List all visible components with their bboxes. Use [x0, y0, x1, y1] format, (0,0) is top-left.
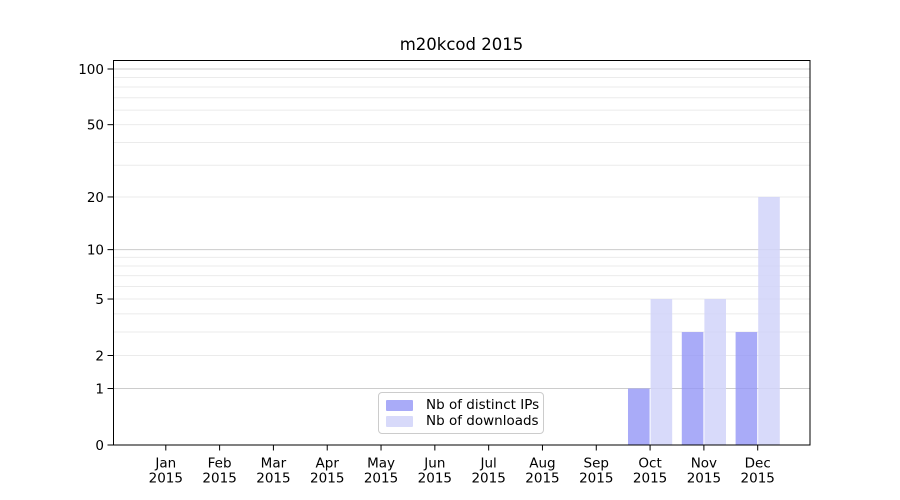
bar-distinct-ips-dec: [735, 332, 758, 445]
x-tick-label-month: Feb: [208, 456, 232, 472]
y-tick-label: 20: [87, 190, 104, 206]
y-tick-label: 5: [95, 292, 104, 308]
legend: Nb of distinct IPs Nb of downloads: [378, 392, 544, 434]
x-tick-label-year: 2015: [741, 471, 775, 487]
x-tick-label-month: Jun: [423, 456, 445, 472]
x-tick-label-month: Jul: [480, 456, 497, 472]
bar-distinct-ips-nov: [681, 332, 704, 445]
x-tick-label-month: Jan: [154, 456, 176, 472]
x-tick-label-month: Aug: [529, 456, 555, 472]
legend-label-distinct-ips: Nb of distinct IPs: [426, 397, 540, 413]
bar-distinct-ips-oct: [627, 388, 650, 445]
bar-downloads-oct: [650, 299, 673, 445]
x-tick-label-year: 2015: [418, 471, 452, 487]
chart-title: m20kcod 2015: [399, 35, 524, 54]
x-tick-label-year: 2015: [202, 471, 236, 487]
bar-downloads-nov: [704, 299, 726, 445]
legend-swatch-distinct-ips: [386, 399, 413, 411]
y-tick-label: 2: [95, 348, 104, 364]
x-tick-label-year: 2015: [364, 471, 398, 487]
bar-downloads-dec: [758, 196, 780, 445]
x-tick-label-month: Nov: [691, 456, 717, 472]
x-tick-label-year: 2015: [579, 471, 613, 487]
y-tick-label: 0: [95, 438, 104, 454]
legend-swatch-downloads: [386, 415, 413, 427]
x-tick-label-year: 2015: [471, 471, 505, 487]
x-tick-label-month: Dec: [745, 456, 771, 472]
x-tick-label-year: 2015: [633, 471, 667, 487]
x-tick-label-month: Apr: [316, 456, 340, 472]
x-tick-label-month: May: [367, 456, 395, 472]
legend-label-downloads: Nb of downloads: [426, 413, 539, 429]
x-tick-label-year: 2015: [525, 471, 559, 487]
y-tick-label: 100: [78, 62, 104, 78]
x-tick-label-month: Oct: [638, 456, 661, 472]
x-tick-label-year: 2015: [310, 471, 344, 487]
y-tick-label: 1: [95, 381, 104, 397]
y-tick-label: 50: [87, 117, 104, 133]
x-tick-label-month: Sep: [584, 456, 609, 472]
legend-item-distinct-ips: Nb of distinct IPs: [386, 397, 539, 413]
legend-item-downloads: Nb of downloads: [386, 413, 539, 429]
x-tick-label-month: Mar: [261, 456, 287, 472]
x-tick-label-year: 2015: [149, 471, 183, 487]
x-tick-label-year: 2015: [256, 471, 290, 487]
plot-border: [113, 60, 811, 446]
x-tick-label-year: 2015: [687, 471, 721, 487]
y-tick-label: 10: [87, 242, 104, 258]
